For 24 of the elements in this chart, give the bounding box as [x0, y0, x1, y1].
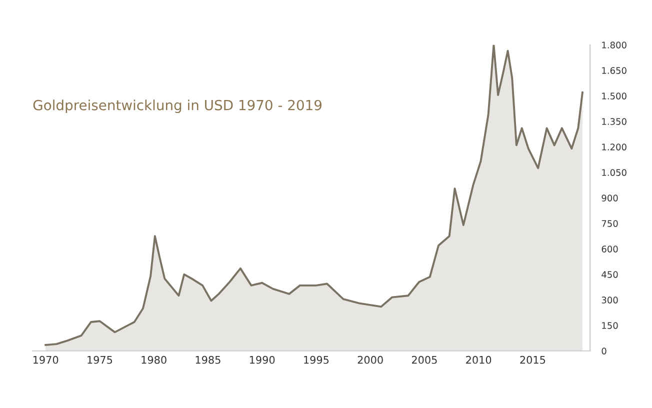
y-tick-label: 1.350: [602, 118, 626, 125]
x-tick-label: 1990: [250, 356, 275, 364]
y-tick-label: 1.500: [602, 92, 626, 100]
x-tick-label: 1975: [88, 356, 112, 364]
y-tick-label: 150: [602, 322, 618, 329]
x-tick-label: 1985: [196, 356, 220, 364]
x-tick-label: 1970: [33, 356, 58, 364]
y-tick-label: 900: [602, 194, 618, 202]
y-tick-label: 750: [602, 220, 618, 227]
y-tick-label: 0: [602, 348, 606, 354]
y-tick-label: 1.650: [602, 67, 626, 74]
x-tick-label: 1980: [142, 356, 166, 364]
x-tick-label: 2005: [412, 356, 437, 364]
x-tick-label: 2015: [520, 356, 546, 364]
y-tick-label: 300: [602, 296, 618, 304]
y-tick-label: 600: [602, 246, 618, 252]
x-tick-label: 1995: [304, 356, 329, 364]
y-tick-label: 450: [602, 271, 618, 278]
y-tick-label: 1.800: [602, 42, 626, 48]
y-tick-label: 1.200: [602, 144, 626, 150]
y-tick-label: 1.050: [602, 169, 626, 176]
x-tick-label: 2000: [358, 356, 383, 364]
x-tick-label: 2010: [466, 356, 492, 364]
text: Goldpreisentwicklung in USD 1970 - 2019: [33, 100, 322, 114]
